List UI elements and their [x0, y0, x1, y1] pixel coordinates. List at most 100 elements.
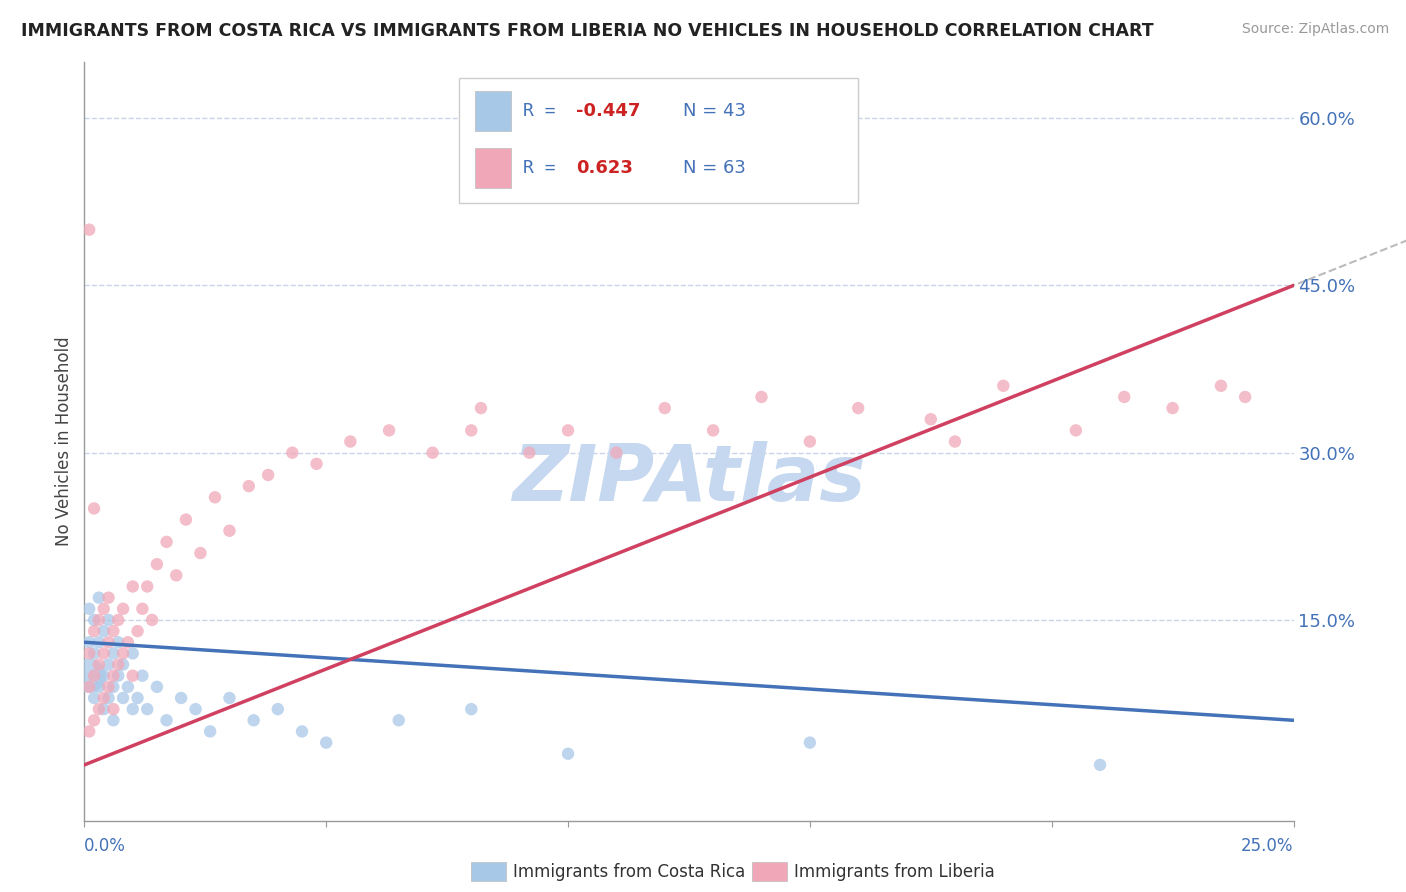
Point: [97, 657, 120, 672]
Point: [131, 669, 153, 683]
Point: [218, 690, 240, 705]
Point: [131, 602, 153, 616]
Point: [146, 557, 169, 572]
Point: [117, 680, 139, 694]
Point: [77, 602, 100, 616]
Point: [127, 624, 149, 639]
Point: [170, 690, 193, 705]
Point: [103, 714, 125, 728]
Point: [103, 702, 125, 716]
Point: [654, 401, 676, 416]
Point: [107, 657, 129, 672]
Text: R =: R =: [523, 159, 567, 177]
Point: [238, 479, 260, 493]
Point: [305, 457, 328, 471]
Point: [165, 568, 187, 582]
Point: [470, 401, 492, 416]
Point: [174, 512, 197, 526]
Text: Immigrants from Liberia: Immigrants from Liberia: [794, 863, 995, 881]
Point: [557, 747, 579, 761]
Point: [920, 412, 942, 426]
Text: N = 63: N = 63: [683, 159, 745, 177]
Text: 0.623: 0.623: [576, 159, 633, 177]
Point: [127, 690, 149, 705]
Point: [136, 580, 159, 594]
Point: [993, 379, 1015, 393]
Point: [87, 657, 110, 672]
Point: [87, 635, 110, 649]
Point: [97, 680, 120, 694]
Point: [112, 602, 135, 616]
Point: [339, 434, 361, 449]
Point: [107, 635, 129, 649]
Point: [93, 646, 115, 660]
Point: [83, 646, 105, 660]
Point: [103, 624, 125, 639]
Point: [87, 591, 110, 605]
FancyBboxPatch shape: [460, 78, 858, 202]
Point: [93, 624, 115, 639]
Point: [83, 690, 105, 705]
Point: [799, 434, 821, 449]
Point: [751, 390, 773, 404]
Point: [155, 714, 177, 728]
Point: [83, 714, 105, 728]
Y-axis label: No Vehicles in Household: No Vehicles in Household: [55, 336, 73, 547]
Point: [112, 690, 135, 705]
Point: [107, 669, 129, 683]
Point: [107, 613, 129, 627]
Point: [388, 714, 411, 728]
Point: [93, 690, 115, 705]
Point: [136, 702, 159, 716]
Text: 0.0%: 0.0%: [84, 838, 127, 855]
Point: [83, 624, 105, 639]
Point: [281, 446, 304, 460]
Point: [103, 646, 125, 660]
Point: [422, 446, 444, 460]
Text: IMMIGRANTS FROM COSTA RICA VS IMMIGRANTS FROM LIBERIA NO VEHICLES IN HOUSEHOLD C: IMMIGRANTS FROM COSTA RICA VS IMMIGRANTS…: [21, 22, 1154, 40]
Point: [1209, 379, 1232, 393]
Point: [77, 724, 100, 739]
Point: [460, 424, 482, 438]
Bar: [475, 91, 512, 130]
Point: [1161, 401, 1184, 416]
Point: [291, 724, 314, 739]
Point: [77, 223, 100, 237]
Point: [93, 602, 115, 616]
Point: [97, 635, 120, 649]
Point: [146, 680, 169, 694]
Point: [702, 424, 724, 438]
Point: [77, 635, 100, 649]
Text: ZIPAtlas: ZIPAtlas: [512, 442, 866, 517]
Point: [121, 702, 143, 716]
Point: [1088, 758, 1111, 772]
Point: [83, 613, 105, 627]
Point: [184, 702, 207, 716]
Point: [190, 546, 212, 560]
Point: [557, 424, 579, 438]
Point: [87, 680, 110, 694]
Text: R =: R =: [523, 102, 567, 120]
Point: [198, 724, 221, 739]
Point: [77, 680, 100, 694]
Point: [257, 467, 280, 482]
Point: [242, 714, 264, 728]
Text: 25.0%: 25.0%: [1241, 838, 1294, 855]
Text: Immigrants from Costa Rica: Immigrants from Costa Rica: [513, 863, 745, 881]
Point: [846, 401, 869, 416]
Point: [1114, 390, 1136, 404]
Point: [97, 690, 120, 705]
Point: [378, 424, 401, 438]
Point: [460, 702, 482, 716]
Point: [121, 580, 143, 594]
Point: [87, 613, 110, 627]
Point: [204, 490, 226, 504]
Point: [943, 434, 966, 449]
Point: [77, 646, 100, 660]
Point: [1064, 424, 1087, 438]
Bar: [475, 148, 512, 187]
Point: [93, 702, 115, 716]
Point: [93, 669, 115, 683]
Point: [155, 534, 177, 549]
Point: [77, 669, 100, 683]
